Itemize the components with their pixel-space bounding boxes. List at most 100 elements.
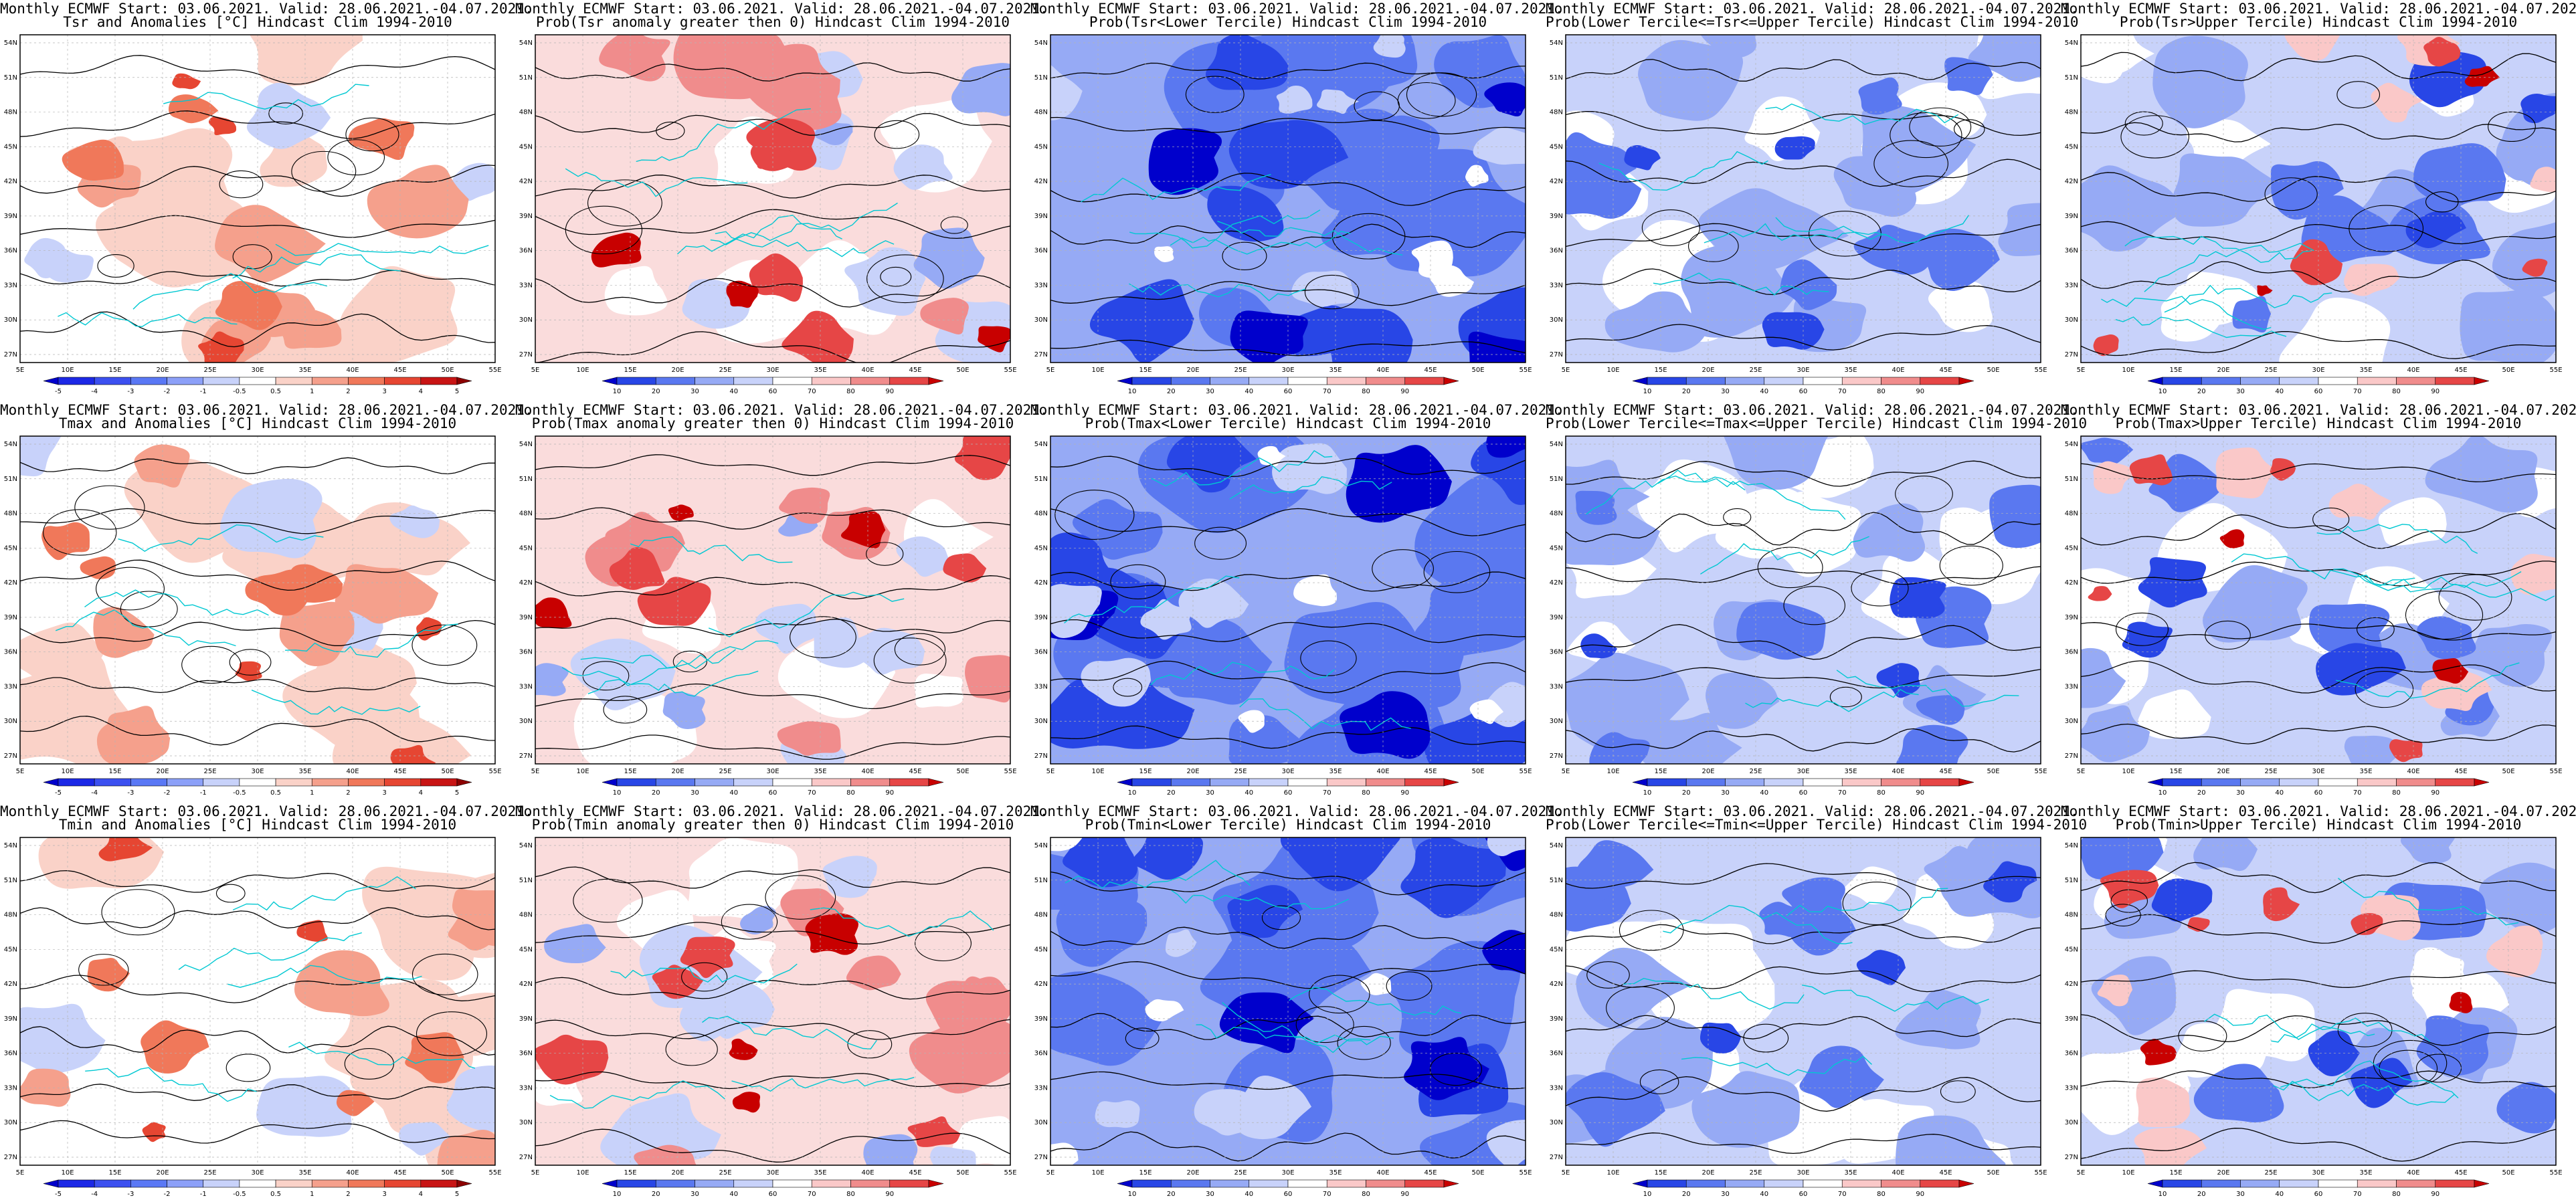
shaded-field-area — [1414, 470, 1526, 616]
coastline — [1681, 1056, 1872, 1076]
colorbar-segment — [811, 1179, 851, 1188]
colorbar-label: 70 — [1838, 789, 1847, 797]
colorbar-label: 10 — [1128, 1191, 1137, 1198]
colorbar-segment — [2435, 377, 2475, 385]
colorbar-label: 30 — [2236, 1191, 2245, 1198]
forecast-map: 5E 10E 15E 20E 25E 30E 35E 40E 45E 50E 55E 54N 51N 48… — [4, 837, 502, 1198]
longitude-tick-label: 30E — [1797, 367, 1809, 374]
shaded-field-area — [336, 1090, 375, 1116]
temperature-contour — [1194, 526, 1247, 560]
coastline — [710, 202, 898, 245]
colorbar-segment — [850, 377, 891, 385]
latitude-tick-label: 42N — [1034, 981, 1048, 988]
latitude-tick-label: 45N — [4, 143, 17, 150]
panel-title: Prob(Tmin>Upper Tercile) Hindcast Clim 1… — [2115, 817, 2522, 833]
colorbar-segment — [1725, 778, 1765, 787]
colorbar-label: 20 — [1167, 388, 1176, 395]
temperature-contour — [2425, 191, 2459, 213]
shaded-field-area — [2263, 887, 2300, 922]
longitude-tick-label: 30E — [251, 768, 264, 775]
temperature-contour — [1890, 112, 1962, 159]
shaded-field-area — [1381, 148, 1526, 277]
latitude-tick-label: 48N — [2065, 109, 2078, 116]
temperature-contour — [215, 884, 246, 903]
colorbar-label: -3 — [127, 388, 134, 395]
forecast-map: 5E 10E 15E 20E 25E 30E 35E 40E 45E 50E 55E 54N 51N 48… — [2065, 435, 2563, 797]
latitude-tick-label: 36N — [519, 1050, 533, 1058]
longitude-tick-label: 45E — [1424, 367, 1437, 374]
shaded-field-area — [1238, 710, 1265, 733]
longitude-tick-label: 55E — [488, 367, 501, 374]
longitude-tick-label: 30E — [1281, 768, 1294, 775]
shaded-field-area — [1916, 695, 1965, 725]
longitude-tick-label: 55E — [2549, 768, 2562, 775]
longitude-tick-label: 15E — [1654, 768, 1667, 775]
coastline — [1217, 221, 1403, 256]
longitude-tick-label: 25E — [2264, 768, 2277, 775]
longitude-tick-label: 50E — [1987, 1169, 1999, 1177]
latitude-tick-label: 36N — [4, 649, 17, 656]
longitude-tick-label: 20E — [1186, 768, 1199, 775]
longitude-tick-label: 50E — [956, 367, 969, 374]
latitude-tick-label: 51N — [1034, 476, 1048, 483]
shaded-field-area — [1853, 225, 1933, 275]
shaded-field-area — [1089, 279, 1194, 363]
temperature-contour — [1050, 871, 1526, 896]
shaded-field-area — [609, 546, 665, 590]
shaded-field-area — [2389, 739, 2423, 763]
latitude-tick-label: 45N — [1034, 946, 1048, 953]
shaded-field-area — [2134, 1127, 2207, 1165]
shaded-field-area — [1095, 1100, 1140, 1128]
longitude-tick-label: 25E — [203, 768, 216, 775]
colorbar-label: 60 — [2314, 388, 2323, 395]
longitude-tick-label: 55E — [2549, 367, 2562, 374]
map-frame — [19, 837, 496, 1166]
longitude-tick-label: 5E — [1046, 367, 1055, 374]
colorbar-label: 3 — [382, 789, 386, 797]
shaded-field-area — [1575, 840, 1654, 902]
coastline — [1222, 1002, 1394, 1045]
colorbar-segment — [1920, 778, 1960, 787]
shaded-field-area — [920, 298, 969, 334]
temperature-contour — [1185, 76, 1245, 113]
shaded-field-area — [2138, 689, 2211, 739]
temperature-contour — [2081, 330, 2556, 359]
shaded-field-area — [662, 692, 706, 730]
longitude-tick-label: 50E — [2502, 367, 2514, 374]
latitude-tick-label: 39N — [519, 213, 533, 220]
shaded-field-area — [2081, 837, 2164, 880]
latitude-tick-label: 33N — [519, 683, 533, 690]
colorbar-segment — [1117, 778, 1133, 787]
panel-header: Monthly ECMWF Start: 03.06.2021. Valid: … — [1030, 1, 1564, 17]
temperature-contour — [1953, 119, 1985, 139]
temperature-contour — [535, 734, 1010, 760]
latitude-tick-label: 48N — [2065, 912, 2078, 919]
latitude-tick-label: 51N — [2065, 74, 2078, 82]
colorbar-segment — [239, 778, 276, 787]
shaded-field-area — [1276, 85, 1313, 114]
panel-title: Prob(Tmax anomaly greater then 0) Hindca… — [531, 415, 1014, 431]
longitude-tick-label: 25E — [203, 1169, 216, 1177]
latitude-tick-label: 45N — [1034, 143, 1048, 150]
colorbar-segment — [348, 1179, 385, 1188]
colorbar-segment — [733, 377, 773, 385]
temperature-contour — [1895, 476, 1953, 512]
latitude-tick-label: 48N — [519, 510, 533, 518]
longitude-tick-label: 45E — [1939, 1169, 1952, 1177]
shaded-field-area — [1896, 724, 1968, 764]
shaded-field-area — [1637, 459, 1752, 553]
temperature-contour — [2081, 914, 2556, 944]
latitude-tick-label: 54N — [2065, 441, 2078, 448]
shaded-field-area — [142, 1122, 166, 1142]
shaded-field-area — [844, 247, 926, 316]
longitude-tick-label: 10E — [2122, 1169, 2134, 1177]
colorbar-segment — [2396, 1179, 2436, 1188]
colorbar-segment — [1685, 1179, 1726, 1188]
shaded-field-area — [250, 35, 363, 86]
longitude-tick-label: 20E — [1186, 367, 1199, 374]
latitude-tick-label: 36N — [1550, 1050, 1563, 1058]
temperature-contour — [790, 616, 856, 659]
forecast-panel: 5E 10E 15E 20E 25E 30E 35E 40E 45E 50E 55E 54N 51N 48… — [515, 401, 1048, 803]
latitude-tick-label: 33N — [4, 683, 17, 690]
temperature-contour — [1842, 882, 1912, 926]
